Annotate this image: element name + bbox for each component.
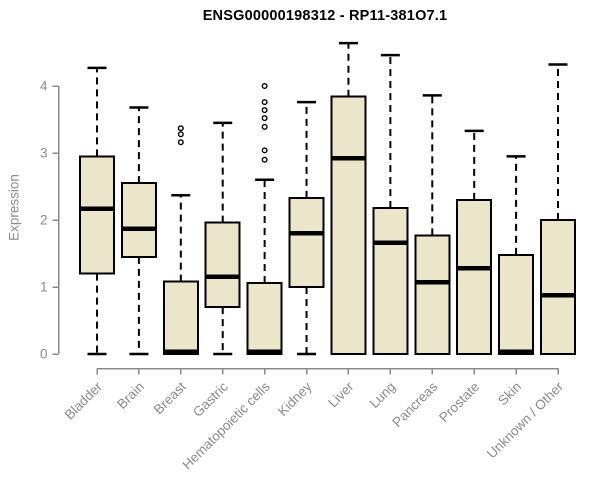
box-brain <box>120 182 157 258</box>
chart-title: ENSG00000198312 - RP11-381O7.1 <box>202 8 448 24</box>
outlier-point-breast <box>177 139 184 146</box>
box-prostate <box>456 198 493 355</box>
y-tick-label: 3 <box>40 146 48 161</box>
box-breast <box>162 280 199 356</box>
outlier-point-hematopoietic-cells <box>261 99 268 106</box>
box-lung <box>372 206 409 355</box>
box-liver <box>330 95 367 355</box>
outlier-point-hematopoietic-cells <box>261 115 268 122</box>
y-tick-label: 0 <box>40 347 48 362</box>
outlier-point-hematopoietic-cells <box>261 107 268 114</box>
outlier-point-breast <box>177 131 184 138</box>
outlier-point-hematopoietic-cells <box>261 156 268 163</box>
y-tick-label: 4 <box>40 79 48 94</box>
box-hematopoietic-cells <box>246 281 283 356</box>
x-category-label: Pancreas <box>389 379 440 430</box>
x-category-label: Bladder <box>62 379 106 423</box>
y-tick-label: 2 <box>40 213 48 228</box>
x-category-label: Prostate <box>436 379 482 425</box>
x-category-label: Skin <box>495 379 524 408</box>
box-skin <box>498 253 535 355</box>
x-category-label: Unknown / Other <box>484 379 567 462</box>
box-gastric <box>204 221 241 309</box>
box-unknown-other <box>540 219 576 355</box>
x-category-label: Gastric <box>190 379 231 420</box>
outlier-point-hematopoietic-cells <box>261 147 268 154</box>
y-axis-label: Expression <box>6 174 22 241</box>
outlier-point-hematopoietic-cells <box>261 82 268 89</box>
x-category-label: Lung <box>367 379 399 411</box>
y-tick-label: 1 <box>40 280 48 295</box>
x-category-label: Liver <box>325 379 357 411</box>
x-category-label: Kidney <box>275 379 315 419</box>
x-category-label: Brain <box>114 379 147 412</box>
box-bladder <box>79 155 115 275</box>
outlier-point-breast <box>177 125 184 132</box>
box-kidney <box>288 196 325 288</box>
box-pancreas <box>414 234 451 355</box>
outlier-point-hematopoietic-cells <box>261 123 268 130</box>
x-category-label: Breast <box>151 379 189 417</box>
